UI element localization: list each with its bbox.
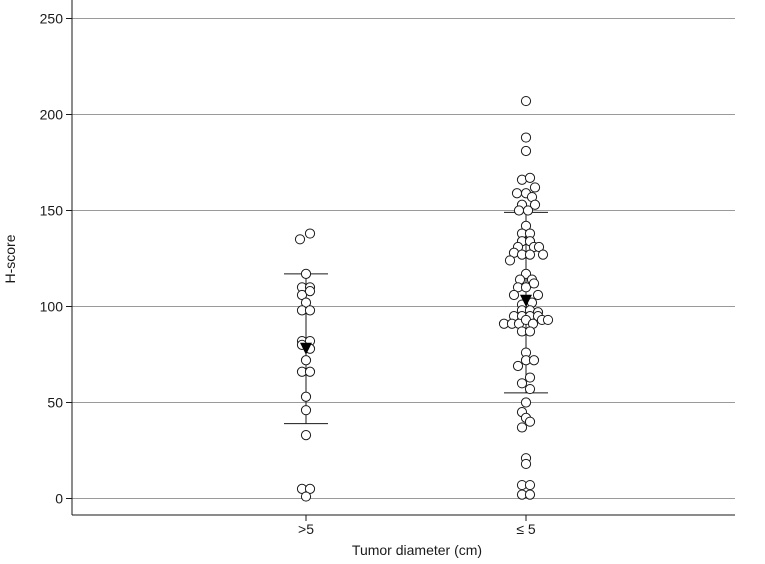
data-point xyxy=(524,372,536,383)
data-point xyxy=(524,489,536,500)
axes xyxy=(66,0,735,521)
data-point xyxy=(511,188,523,199)
data-point xyxy=(512,360,524,372)
y-tick-label: 200 xyxy=(40,107,64,123)
data-point xyxy=(300,391,312,402)
data-points xyxy=(294,95,554,502)
y-tick-labels: 0 50 100 150 200 250 xyxy=(40,11,64,507)
data-point xyxy=(300,491,312,502)
data-point xyxy=(537,249,549,260)
y-axis-label: H-score xyxy=(2,234,18,283)
data-point xyxy=(300,355,312,366)
x-tick-label: >5 xyxy=(298,521,314,537)
data-point xyxy=(300,430,312,441)
data-point xyxy=(513,205,525,216)
y-tick-label: 100 xyxy=(40,299,64,315)
data-point xyxy=(304,286,316,297)
data-point xyxy=(520,397,532,408)
data-point xyxy=(516,422,528,433)
data-point xyxy=(504,255,516,266)
data-point xyxy=(520,282,532,293)
data-point xyxy=(520,145,532,157)
data-point xyxy=(304,228,316,239)
data-point xyxy=(524,172,536,183)
y-tick-label: 150 xyxy=(40,203,64,219)
error-bars xyxy=(284,211,548,425)
data-point xyxy=(528,355,540,366)
data-point xyxy=(524,383,536,395)
x-tick-label: ≤ 5 xyxy=(516,521,536,537)
data-point xyxy=(294,234,306,245)
data-point xyxy=(520,458,532,470)
data-point xyxy=(529,182,541,193)
data-point xyxy=(528,278,540,289)
data-point xyxy=(524,416,536,427)
data-point xyxy=(300,405,312,416)
mean-markers xyxy=(300,294,532,355)
data-point xyxy=(532,289,544,301)
data-point xyxy=(304,366,316,377)
mean-marker xyxy=(520,294,532,307)
mean-marker xyxy=(300,342,312,355)
data-point xyxy=(524,249,536,260)
gridlines xyxy=(72,18,735,499)
y-tick-label: 0 xyxy=(55,491,63,507)
data-point xyxy=(524,326,536,337)
data-point xyxy=(524,479,536,491)
y-tick-label: 250 xyxy=(40,11,64,27)
data-point xyxy=(508,289,520,301)
data-point xyxy=(300,268,312,279)
x-tick-labels: >5 ≤ 5 xyxy=(298,521,536,537)
data-point xyxy=(520,132,532,143)
data-point xyxy=(522,205,534,216)
data-point xyxy=(529,199,541,210)
y-tick-label: 50 xyxy=(47,395,63,411)
data-point xyxy=(304,305,316,316)
data-point xyxy=(542,314,554,326)
data-point xyxy=(516,378,528,389)
data-point xyxy=(520,95,532,107)
x-axis-label: Tumor diameter (cm) xyxy=(352,542,482,558)
